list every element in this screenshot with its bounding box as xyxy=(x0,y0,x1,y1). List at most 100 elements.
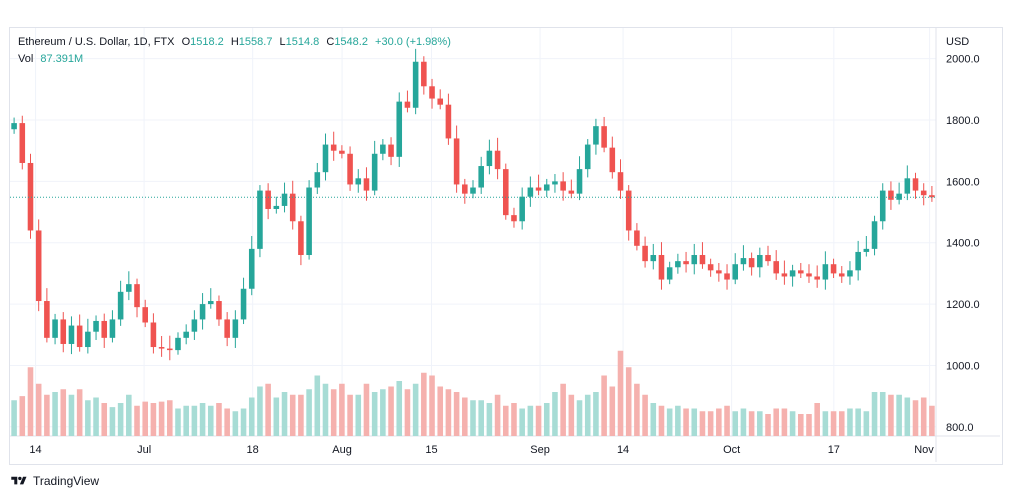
candle-body xyxy=(568,190,575,194)
candle-body xyxy=(380,144,386,154)
candle-body xyxy=(322,144,329,173)
volume-bar xyxy=(838,411,845,436)
volume-bar xyxy=(117,403,124,436)
low-value: 1514.8 xyxy=(285,36,320,48)
volume-bar xyxy=(19,396,26,436)
candle-body xyxy=(625,190,632,231)
candle-body xyxy=(527,187,534,197)
volume-legend: Vol 87.391M xyxy=(18,53,83,65)
volume-bar xyxy=(609,386,616,436)
low-label: L xyxy=(279,36,286,48)
symbol-title[interactable]: Ethereum / U.S. Dollar, 1D, FTX xyxy=(18,36,175,48)
volume-bar xyxy=(175,408,181,436)
candle-body xyxy=(462,184,468,194)
candle-body xyxy=(765,255,771,262)
candle-body xyxy=(658,255,665,280)
volume-bar xyxy=(306,389,312,436)
candle-body xyxy=(781,273,788,277)
volume-bar xyxy=(462,397,468,436)
volume-bar xyxy=(617,350,624,436)
volume-bar xyxy=(527,405,534,436)
candle-body xyxy=(134,284,140,308)
candle-body xyxy=(224,319,230,338)
candle-body xyxy=(44,301,50,338)
volume-value: 87.391M xyxy=(40,53,84,65)
volume-bar xyxy=(683,408,689,436)
candle-body xyxy=(847,270,853,277)
volume-bar xyxy=(920,397,927,436)
x-tick-label: 14 xyxy=(29,444,41,456)
candle-body xyxy=(445,104,452,139)
candle-body xyxy=(584,144,591,170)
candle-body xyxy=(929,195,935,198)
volume-bar xyxy=(248,397,255,436)
high-label: H xyxy=(230,36,239,48)
volume-bar xyxy=(732,411,739,436)
candle-body xyxy=(920,190,927,196)
open-value: 1518.2 xyxy=(190,36,224,48)
candle-body xyxy=(617,172,624,191)
candle-body xyxy=(552,181,558,185)
tradingview-brand[interactable]: TradingView xyxy=(9,472,99,490)
volume-bar xyxy=(912,400,919,436)
volume-bar xyxy=(404,389,411,436)
candle-body xyxy=(486,150,493,167)
candle-body xyxy=(248,248,255,289)
volume-bar xyxy=(855,408,861,436)
volume-bar xyxy=(85,400,91,436)
volume-bar xyxy=(666,408,673,436)
volume-bar xyxy=(126,394,132,436)
candle-body xyxy=(60,319,67,344)
volume-bar xyxy=(765,414,771,436)
volume-bar xyxy=(453,392,460,436)
candle-body xyxy=(650,255,657,262)
volume-bar xyxy=(625,367,632,436)
volume-bar xyxy=(568,394,575,436)
volume-bar xyxy=(511,403,517,436)
candle-body xyxy=(740,258,747,265)
volume-bar xyxy=(44,394,50,436)
candle-body xyxy=(707,264,714,271)
volume-bar xyxy=(27,367,34,436)
candle-body xyxy=(732,264,739,280)
candle-body xyxy=(871,221,878,249)
candle-body xyxy=(494,150,501,170)
volume-bar xyxy=(502,405,509,436)
candle-body xyxy=(101,320,108,338)
candle-body xyxy=(150,322,157,348)
volume-bar xyxy=(183,405,189,436)
candle-body xyxy=(453,138,460,185)
volume-bar xyxy=(207,405,214,436)
volume-bar xyxy=(289,394,296,436)
volume-bar xyxy=(101,403,108,436)
volume-bar xyxy=(76,389,83,436)
candle-body xyxy=(855,251,861,271)
volume-bar xyxy=(355,394,362,436)
candle-body xyxy=(478,166,484,188)
volume-bar xyxy=(863,411,870,436)
candle-body xyxy=(683,261,689,265)
candle-body xyxy=(642,245,648,262)
x-tick-label: 17 xyxy=(828,444,840,456)
candle-body xyxy=(306,187,312,256)
candle-body xyxy=(388,144,394,157)
candle-body xyxy=(634,230,640,246)
candle-body xyxy=(576,169,583,194)
volume-bar xyxy=(716,408,722,436)
candle-body xyxy=(904,178,911,194)
y-tick-label: 800.0 xyxy=(946,422,974,434)
volume-bar xyxy=(847,408,853,436)
candle-body xyxy=(109,319,116,338)
volume-bar xyxy=(224,408,230,436)
volume-bar xyxy=(822,411,829,436)
candle-body xyxy=(355,178,362,185)
volume-bar xyxy=(257,386,263,436)
volume-bar xyxy=(298,394,304,436)
candle-body xyxy=(822,264,829,280)
candle-body xyxy=(879,190,886,222)
volume-bar xyxy=(191,405,198,436)
volume-bar xyxy=(167,400,173,436)
candle-body xyxy=(93,320,99,332)
candle-body xyxy=(298,221,304,256)
